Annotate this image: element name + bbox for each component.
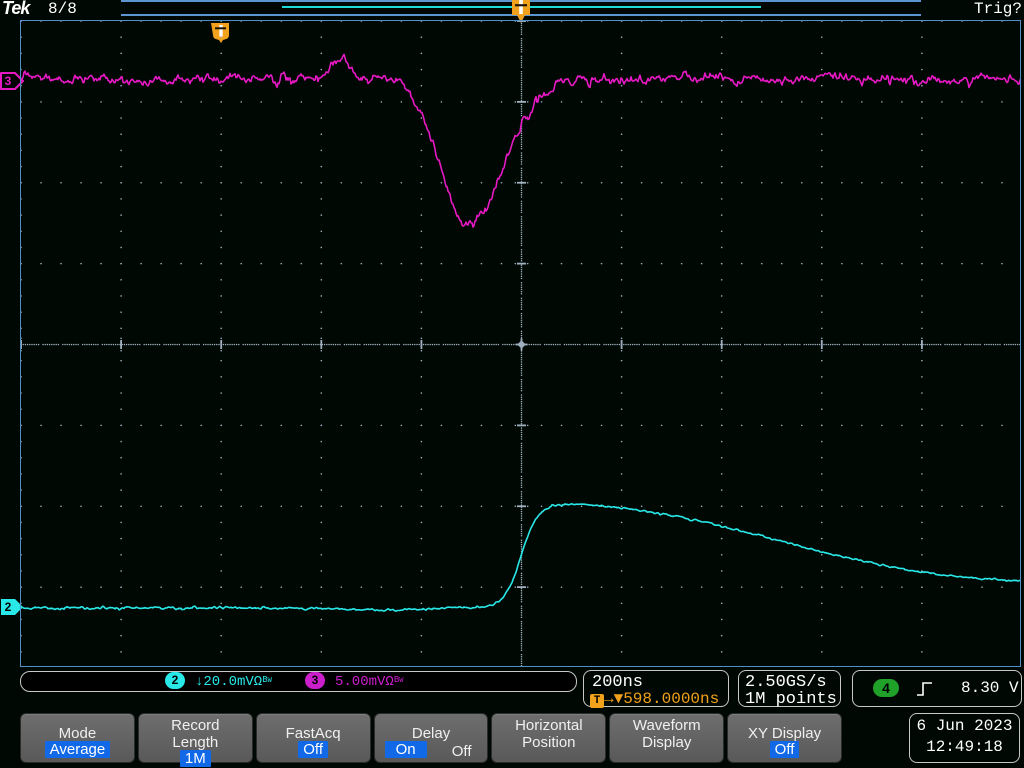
svg-text:2: 2 — [5, 600, 12, 614]
svg-text:3: 3 — [5, 74, 12, 88]
